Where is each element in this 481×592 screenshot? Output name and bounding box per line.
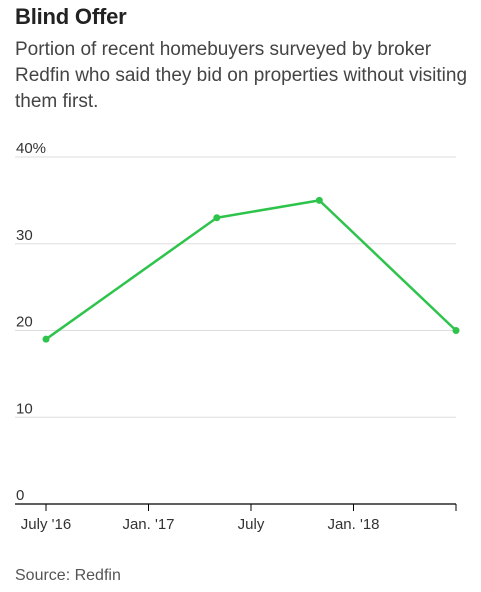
gridlines	[15, 156, 456, 418]
data-point	[42, 335, 50, 343]
chart-subtitle: Portion of recent homebuyers surveyed by…	[15, 39, 468, 112]
y-tick-label: 20	[16, 314, 33, 331]
x-tick-label: Jan. '17	[122, 516, 174, 533]
data-point	[452, 327, 460, 334]
chart-title: Blind Offer	[15, 4, 127, 29]
y-axis-ticks: 40% 30 20 10 0	[16, 140, 46, 504]
data-points	[42, 196, 460, 343]
y-tick-label: 0	[16, 487, 24, 504]
y-tick-label: 10	[16, 400, 33, 417]
data-point	[315, 196, 323, 204]
series-line	[45, 199, 457, 341]
x-tick-label: July '16	[21, 516, 71, 533]
data-point	[213, 214, 221, 222]
x-tick-label: Jan. '18	[327, 516, 379, 533]
line-chart: 40% 30 20 10 0 July '16 Jan. '17 July Jan. '18	[15, 140, 460, 533]
y-tick-label: 40%	[16, 140, 46, 157]
y-tick-label: 30	[16, 227, 33, 244]
x-axis-ticks: July '16 Jan. '17 July Jan. '18	[21, 504, 457, 533]
source-note: Source: Redfin	[15, 567, 121, 584]
x-tick-label: July	[238, 516, 265, 533]
